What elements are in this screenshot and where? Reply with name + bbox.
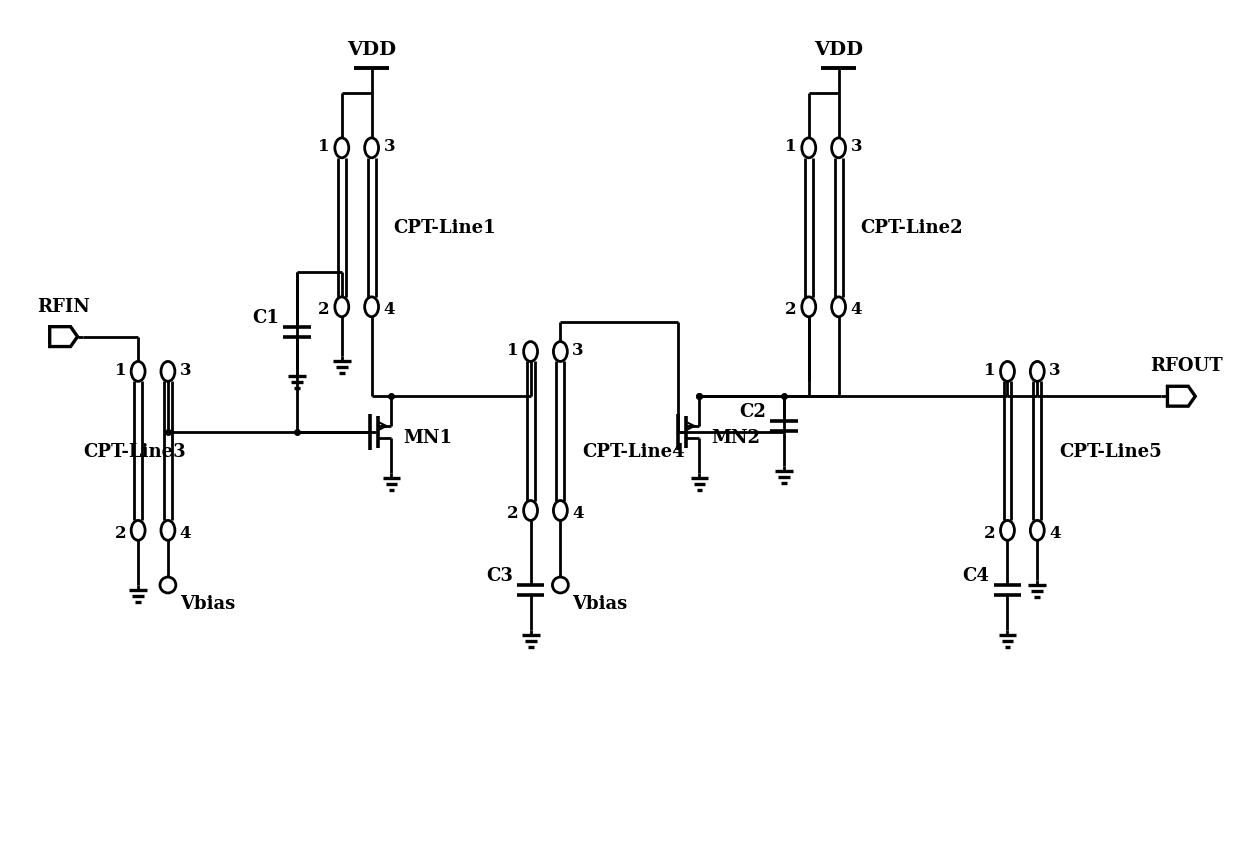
Ellipse shape xyxy=(832,139,846,158)
Text: 4: 4 xyxy=(1049,524,1060,542)
Text: 4: 4 xyxy=(573,505,584,522)
Ellipse shape xyxy=(832,298,846,318)
Text: 4: 4 xyxy=(383,301,396,318)
Text: 3: 3 xyxy=(180,362,191,379)
Text: Vbias: Vbias xyxy=(573,594,627,612)
Text: VDD: VDD xyxy=(347,41,396,59)
Text: 1: 1 xyxy=(985,362,996,379)
Text: 4: 4 xyxy=(180,524,191,542)
Circle shape xyxy=(160,578,176,593)
Text: 3: 3 xyxy=(573,342,584,358)
Ellipse shape xyxy=(131,362,145,382)
Text: C4: C4 xyxy=(962,567,990,585)
Ellipse shape xyxy=(131,521,145,541)
Text: CPT-Line1: CPT-Line1 xyxy=(393,219,496,237)
Polygon shape xyxy=(1167,387,1195,406)
Text: C3: C3 xyxy=(486,567,512,585)
Ellipse shape xyxy=(523,342,537,362)
Ellipse shape xyxy=(1001,362,1014,382)
Text: RFOUT: RFOUT xyxy=(1149,357,1223,375)
Polygon shape xyxy=(50,327,78,347)
Text: 1: 1 xyxy=(115,362,126,379)
Text: 3: 3 xyxy=(851,138,862,155)
Ellipse shape xyxy=(161,362,175,382)
Text: CPT-Line4: CPT-Line4 xyxy=(583,443,684,461)
Text: CPT-Line3: CPT-Line3 xyxy=(83,443,186,461)
Ellipse shape xyxy=(1001,521,1014,541)
Ellipse shape xyxy=(523,501,537,521)
Circle shape xyxy=(553,578,568,593)
Text: 2: 2 xyxy=(319,301,330,318)
Text: 2: 2 xyxy=(785,301,797,318)
Text: CPT-Line5: CPT-Line5 xyxy=(1059,443,1162,461)
Text: Vbias: Vbias xyxy=(180,594,236,612)
Text: 2: 2 xyxy=(114,524,126,542)
Text: VDD: VDD xyxy=(813,41,863,59)
Text: C1: C1 xyxy=(252,308,279,326)
Text: 2: 2 xyxy=(983,524,996,542)
Ellipse shape xyxy=(802,298,816,318)
Text: RFIN: RFIN xyxy=(37,297,91,315)
Text: 1: 1 xyxy=(785,138,797,155)
Ellipse shape xyxy=(365,298,378,318)
Text: 1: 1 xyxy=(319,138,330,155)
Ellipse shape xyxy=(335,139,348,158)
Ellipse shape xyxy=(553,342,568,362)
Text: 3: 3 xyxy=(1049,362,1061,379)
Ellipse shape xyxy=(365,139,378,158)
Ellipse shape xyxy=(161,521,175,541)
Ellipse shape xyxy=(1030,521,1044,541)
Text: MN2: MN2 xyxy=(712,429,760,447)
Ellipse shape xyxy=(553,501,568,521)
Ellipse shape xyxy=(1030,362,1044,382)
Text: 3: 3 xyxy=(383,138,396,155)
Text: MN1: MN1 xyxy=(403,429,453,447)
Text: 4: 4 xyxy=(851,301,862,318)
Text: C2: C2 xyxy=(739,403,766,421)
Text: 2: 2 xyxy=(507,505,518,522)
Text: 1: 1 xyxy=(507,342,518,358)
Text: CPT-Line2: CPT-Line2 xyxy=(861,219,963,237)
Ellipse shape xyxy=(335,298,348,318)
Ellipse shape xyxy=(802,139,816,158)
